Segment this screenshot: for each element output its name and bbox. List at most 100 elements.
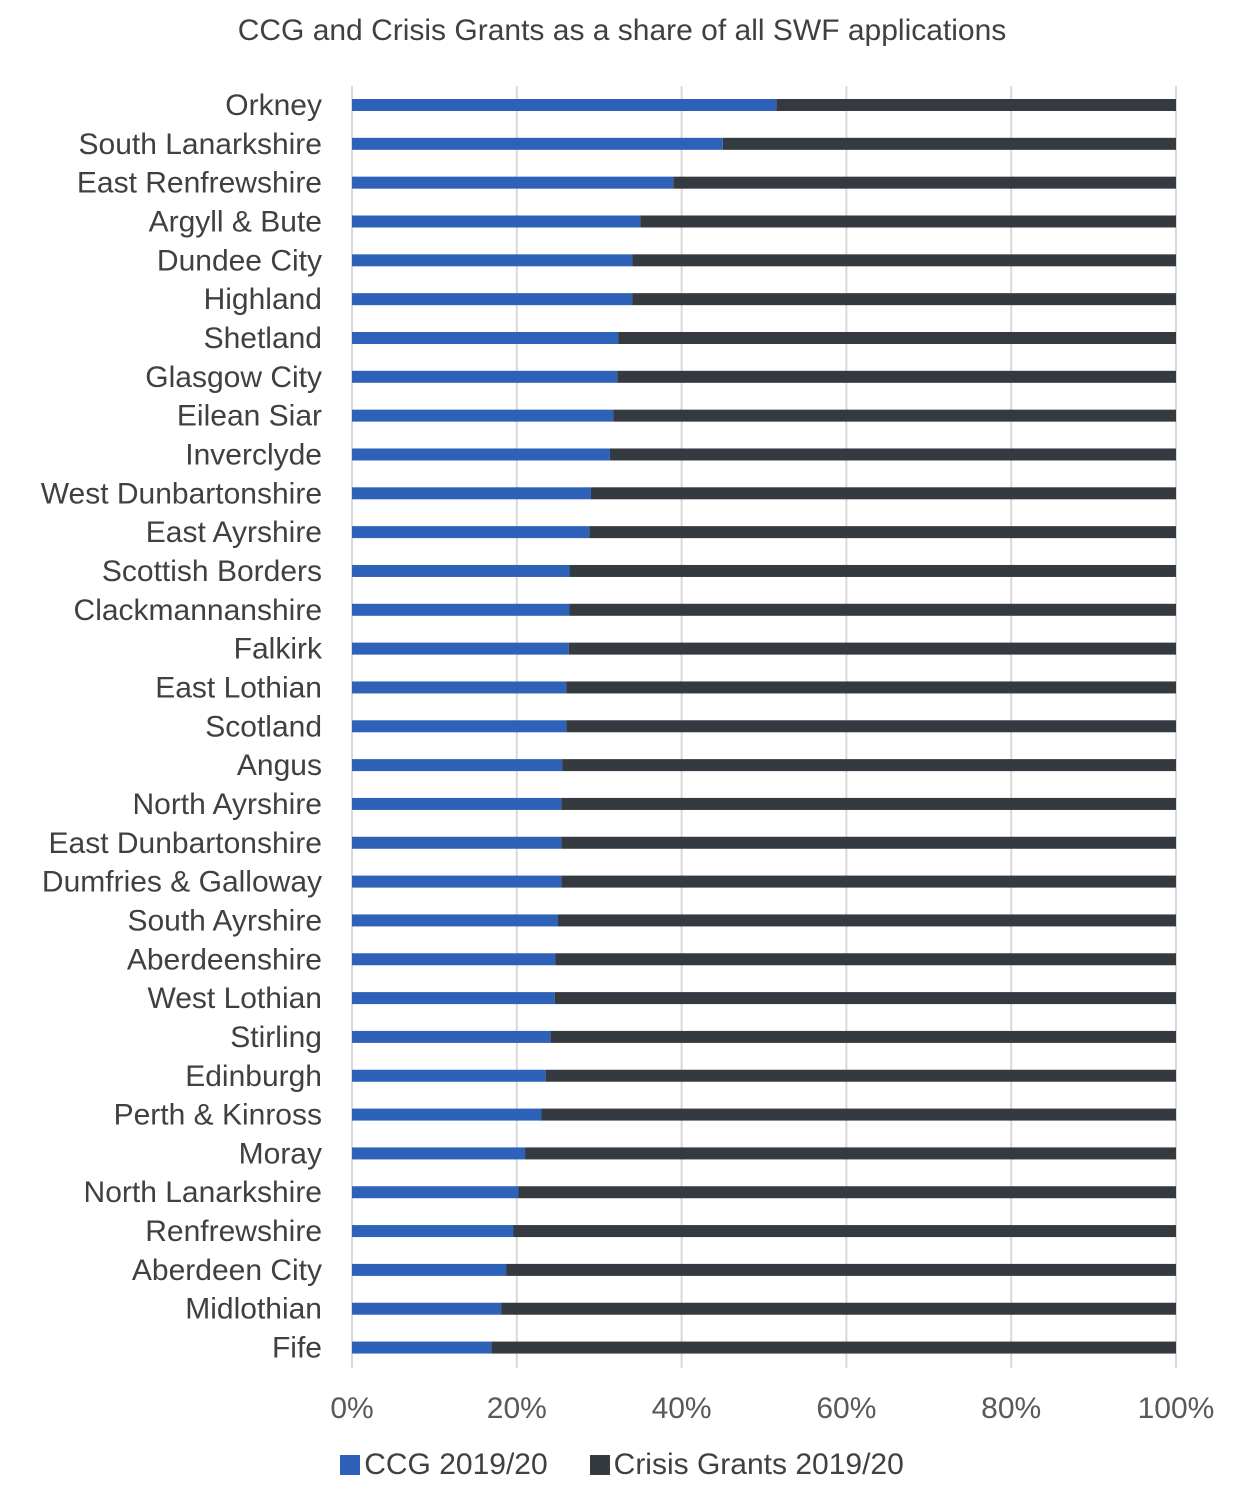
bar-crisis-grants: [722, 137, 1176, 150]
category-label: East Dunbartonshire: [49, 827, 323, 860]
bar-ccg: [352, 1186, 519, 1199]
category-label: Edinburgh: [185, 1060, 322, 1093]
bar-ccg: [352, 992, 555, 1005]
category-label: Stirling: [230, 1021, 322, 1054]
category-label: East Lothian: [155, 671, 322, 704]
bar-ccg: [352, 370, 618, 383]
category-label: Glasgow City: [145, 361, 322, 394]
x-tick-label: 40%: [652, 1392, 712, 1425]
bar-ccg: [352, 953, 556, 966]
bar-ccg: [352, 215, 641, 228]
category-label: Scottish Borders: [102, 555, 322, 588]
bar-ccg: [352, 797, 562, 810]
bar-crisis-grants: [561, 875, 1176, 888]
legend-swatch-crisis-grants: [589, 1455, 610, 1475]
bar-ccg: [352, 331, 619, 344]
bars: [352, 99, 1177, 1354]
bar-ccg: [352, 526, 590, 539]
category-label: Clackmannanshire: [74, 594, 322, 627]
bar-crisis-grants: [569, 564, 1176, 577]
bar-crisis-grants: [566, 681, 1176, 694]
bar-ccg: [352, 254, 633, 267]
x-tick-label: 0%: [330, 1392, 373, 1425]
bar-ccg: [352, 1030, 551, 1043]
bar-crisis-grants: [525, 1147, 1176, 1160]
bar-ccg: [352, 759, 563, 772]
x-tick-label: 100%: [1138, 1392, 1215, 1425]
legend-swatch-ccg: [340, 1455, 361, 1475]
bar-ccg: [352, 914, 558, 927]
category-label: Scotland: [205, 710, 322, 743]
bar-ccg: [352, 1108, 542, 1121]
bar-crisis-grants: [566, 720, 1176, 733]
bar-crisis-grants: [491, 1341, 1177, 1354]
bar-crisis-grants: [617, 370, 1176, 383]
bar-crisis-grants: [632, 254, 1176, 267]
category-label: Shetland: [204, 322, 322, 355]
bar-crisis-grants: [561, 797, 1176, 810]
bar-ccg: [352, 603, 570, 616]
bar-crisis-grants: [776, 99, 1176, 111]
category-labels: Orkney South Lanarkshire East Renfrewshire…: [41, 89, 323, 1365]
legend-item-ccg: CCG 2019/20: [340, 1448, 548, 1482]
bar-crisis-grants: [640, 215, 1176, 228]
category-label: Angus: [237, 749, 322, 782]
bar-ccg: [352, 137, 723, 150]
legend-label-crisis-grants: Crisis Grants 2019/20: [613, 1448, 904, 1481]
category-label: West Dunbartonshire: [41, 477, 322, 510]
bar-crisis-grants: [501, 1302, 1176, 1315]
category-label: Highland: [204, 283, 322, 316]
bar-ccg: [352, 564, 570, 577]
x-tick-labels: 0% 20% 40% 60% 80% 100%: [330, 1392, 1214, 1425]
category-label: North Ayrshire: [132, 788, 322, 821]
category-label: Aberdeen City: [132, 1254, 322, 1287]
bar-ccg: [352, 1147, 526, 1160]
chart-title: CCG and Crisis Grants as a share of all …: [237, 14, 1007, 47]
bar-crisis-grants: [541, 1108, 1176, 1121]
bar-crisis-grants: [673, 176, 1176, 189]
category-label: Inverclyde: [185, 438, 322, 471]
category-label: Dundee City: [157, 244, 322, 277]
category-label: East Renfrewshire: [77, 167, 322, 200]
bar-crisis-grants: [561, 836, 1176, 849]
bar-ccg: [352, 1263, 507, 1276]
category-label: East Ayrshire: [146, 516, 322, 549]
category-label: Aberdeenshire: [127, 943, 322, 976]
x-tick-label: 20%: [487, 1392, 547, 1425]
bar-crisis-grants: [568, 642, 1176, 655]
bar-ccg: [352, 836, 562, 849]
bar-crisis-grants: [590, 487, 1176, 500]
bar-crisis-grants: [513, 1225, 1176, 1238]
bar-ccg: [352, 293, 633, 306]
bar-ccg: [352, 720, 567, 733]
x-tick-label: 80%: [981, 1392, 1041, 1425]
category-label: Argyll & Bute: [149, 205, 322, 238]
legend-item-crisis-grants: Crisis Grants 2019/20: [589, 1448, 904, 1482]
stacked-bar-chart: Orkney South Lanarkshire East Renfrewshire…: [41, 86, 1214, 1425]
bar-crisis-grants: [558, 914, 1176, 927]
bar-ccg: [352, 487, 591, 500]
bar-ccg: [352, 1302, 502, 1315]
bar-ccg: [352, 409, 614, 422]
bar-ccg: [352, 875, 562, 888]
bar-crisis-grants: [562, 759, 1176, 772]
category-label: North Lanarkshire: [84, 1176, 322, 1209]
category-label: Eilean Siar: [177, 400, 322, 433]
category-label: Orkney: [225, 89, 322, 122]
category-label: Renfrewshire: [145, 1215, 322, 1248]
bar-crisis-grants: [569, 603, 1176, 616]
category-label: South Lanarkshire: [79, 128, 323, 161]
bar-crisis-grants: [609, 448, 1176, 461]
bar-crisis-grants: [518, 1186, 1176, 1199]
bar-crisis-grants: [506, 1263, 1176, 1276]
bar-crisis-grants: [550, 1030, 1176, 1043]
bar-crisis-grants: [632, 293, 1176, 306]
x-tick-label: 60%: [816, 1392, 876, 1425]
bar-crisis-grants: [554, 992, 1176, 1005]
bar-ccg: [352, 99, 777, 111]
bar-ccg: [352, 448, 610, 461]
bar-ccg: [352, 1341, 492, 1354]
bar-ccg: [352, 642, 569, 655]
bar-ccg: [352, 176, 674, 189]
category-label: Falkirk: [234, 633, 323, 666]
